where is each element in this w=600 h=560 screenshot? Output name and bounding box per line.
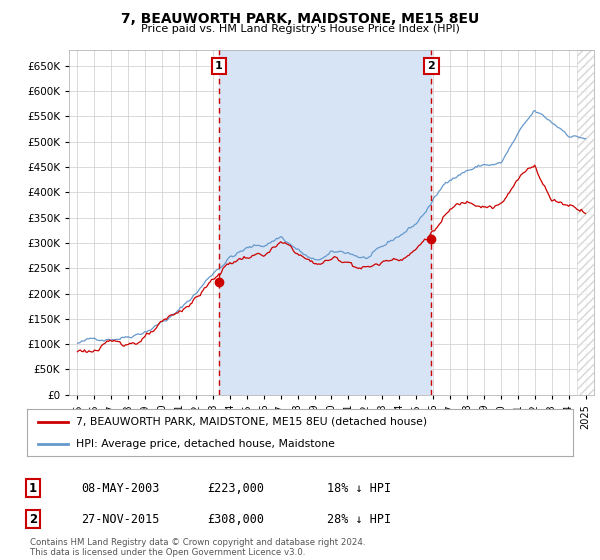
Text: 2: 2 <box>29 512 37 526</box>
Text: Contains HM Land Registry data © Crown copyright and database right 2024.
This d: Contains HM Land Registry data © Crown c… <box>30 538 365 557</box>
Text: 28% ↓ HPI: 28% ↓ HPI <box>327 512 391 526</box>
Text: 1: 1 <box>29 482 37 495</box>
Bar <box>219 50 431 395</box>
Text: 7, BEAUWORTH PARK, MAIDSTONE, ME15 8EU (detached house): 7, BEAUWORTH PARK, MAIDSTONE, ME15 8EU (… <box>76 417 427 427</box>
Text: Price paid vs. HM Land Registry's House Price Index (HPI): Price paid vs. HM Land Registry's House … <box>140 24 460 34</box>
Text: 7, BEAUWORTH PARK, MAIDSTONE, ME15 8EU: 7, BEAUWORTH PARK, MAIDSTONE, ME15 8EU <box>121 12 479 26</box>
Text: 18% ↓ HPI: 18% ↓ HPI <box>327 482 391 495</box>
Text: £223,000: £223,000 <box>207 482 264 495</box>
Text: 08-MAY-2003: 08-MAY-2003 <box>81 482 160 495</box>
Text: 2: 2 <box>428 61 435 71</box>
Text: HPI: Average price, detached house, Maidstone: HPI: Average price, detached house, Maid… <box>76 438 335 449</box>
Text: 1: 1 <box>215 61 223 71</box>
Text: £308,000: £308,000 <box>207 512 264 526</box>
Text: 27-NOV-2015: 27-NOV-2015 <box>81 512 160 526</box>
